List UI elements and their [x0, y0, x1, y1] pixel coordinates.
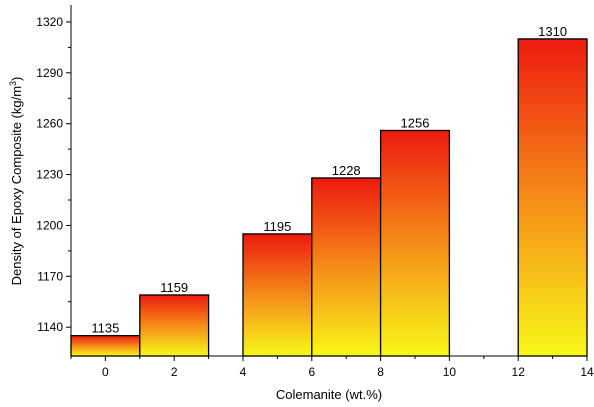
y-axis-title: Density of Epoxy Composite (kg/m3)	[8, 77, 24, 286]
y-tick-label-3: 1230	[36, 168, 63, 182]
x-axis-title: Colemanite (wt.%)	[276, 387, 382, 402]
axes-layer	[70, 5, 587, 357]
y-tick-label-0: 1140	[37, 320, 63, 334]
x-tick-label-2: 4	[240, 365, 247, 379]
y-tick-label-2: 1200	[36, 218, 63, 232]
data-label-1: 1159	[160, 280, 188, 295]
y-tick-label-1: 1170	[37, 269, 63, 283]
x-tick-label-6: 12	[512, 365, 526, 379]
y-tick-label-6: 1320	[36, 15, 63, 29]
bar-5	[517, 38, 588, 357]
x-tick-label-5: 10	[443, 365, 457, 379]
bar-3	[311, 177, 382, 357]
bar-4	[379, 129, 451, 357]
data-label-2: 1195	[263, 219, 291, 234]
y-ticks-layer: 1140 1170 1200 1230 1260 1290 1320	[36, 15, 71, 334]
data-labels-layer: 1135 1159 1195 1228 1256 1310	[91, 24, 567, 336]
x-tick-label-4: 8	[377, 365, 384, 379]
bar-1	[139, 294, 210, 357]
y-tick-label-4: 1260	[36, 117, 63, 131]
bars-layer	[70, 38, 588, 357]
data-label-3: 1228	[332, 163, 361, 178]
x-ticks-layer: 0 2 4 6 8 10 12 14	[70, 356, 594, 379]
x-tick-label-3: 6	[308, 365, 315, 379]
y-axis-title-main: Density of Epoxy Composite (kg/m	[9, 86, 24, 285]
data-label-0: 1135	[91, 321, 119, 336]
data-label-5: 1310	[538, 24, 567, 39]
x-tick-label-7: 14	[580, 365, 594, 379]
bar-0	[70, 335, 141, 357]
x-tick-label-0: 0	[102, 365, 109, 379]
x-tick-label-1: 2	[171, 365, 178, 379]
data-label-4: 1256	[401, 115, 430, 130]
y-axis-title-sup: 3	[8, 81, 18, 86]
bar-2	[242, 233, 313, 357]
y-tick-label-5: 1290	[36, 66, 63, 80]
y-axis-title-close: )	[9, 77, 24, 81]
